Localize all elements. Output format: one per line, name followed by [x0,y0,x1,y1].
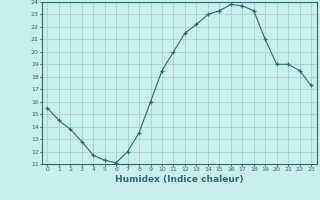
X-axis label: Humidex (Indice chaleur): Humidex (Indice chaleur) [115,175,244,184]
